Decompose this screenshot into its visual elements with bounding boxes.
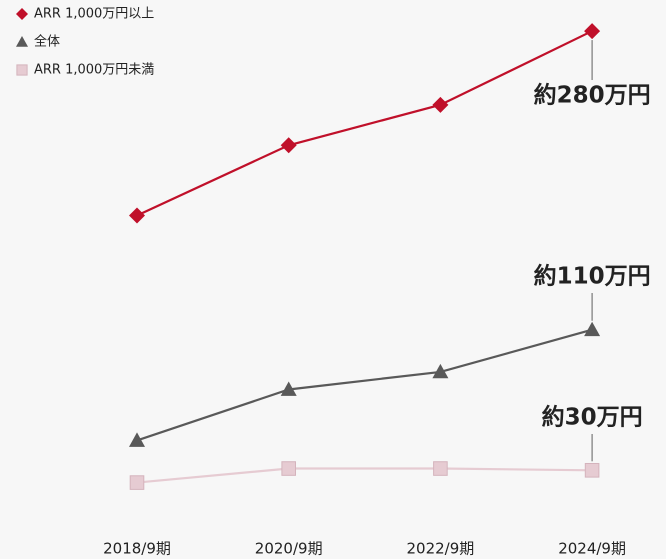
x-tick-label: 2024/9期: [558, 540, 626, 558]
point-triangle: [432, 363, 449, 379]
point-square: [16, 64, 28, 76]
point-square: [433, 461, 448, 476]
x-tick-label: 2022/9期: [407, 540, 475, 558]
point-triangle: [584, 321, 601, 337]
legend-label: ARR 1,000万円未満: [34, 63, 154, 78]
point-square: [129, 475, 145, 490]
legend-label: 全体: [34, 34, 60, 50]
value-label: 約280万円: [534, 82, 651, 109]
point-square: [281, 461, 296, 476]
series-line: [136, 467, 593, 484]
point-triangle: [280, 381, 297, 396]
point-diamond: [432, 96, 449, 113]
value-label: 約30万円: [542, 404, 643, 431]
series-line: [136, 30, 593, 217]
value-label: 約110万円: [534, 263, 651, 290]
x-tick-label: 2018/9期: [103, 540, 171, 558]
point-square: [584, 462, 600, 478]
point-diamond: [129, 207, 145, 224]
x-tick-label: 2020/9期: [255, 540, 323, 558]
point-triangle: [129, 432, 145, 447]
point-diamond: [584, 23, 601, 40]
series-line: [136, 328, 593, 442]
point-triangle: [16, 36, 28, 47]
legend-label: ARR 1,000万円以上: [34, 7, 154, 22]
point-diamond: [280, 137, 297, 154]
point-diamond: [16, 8, 28, 20]
